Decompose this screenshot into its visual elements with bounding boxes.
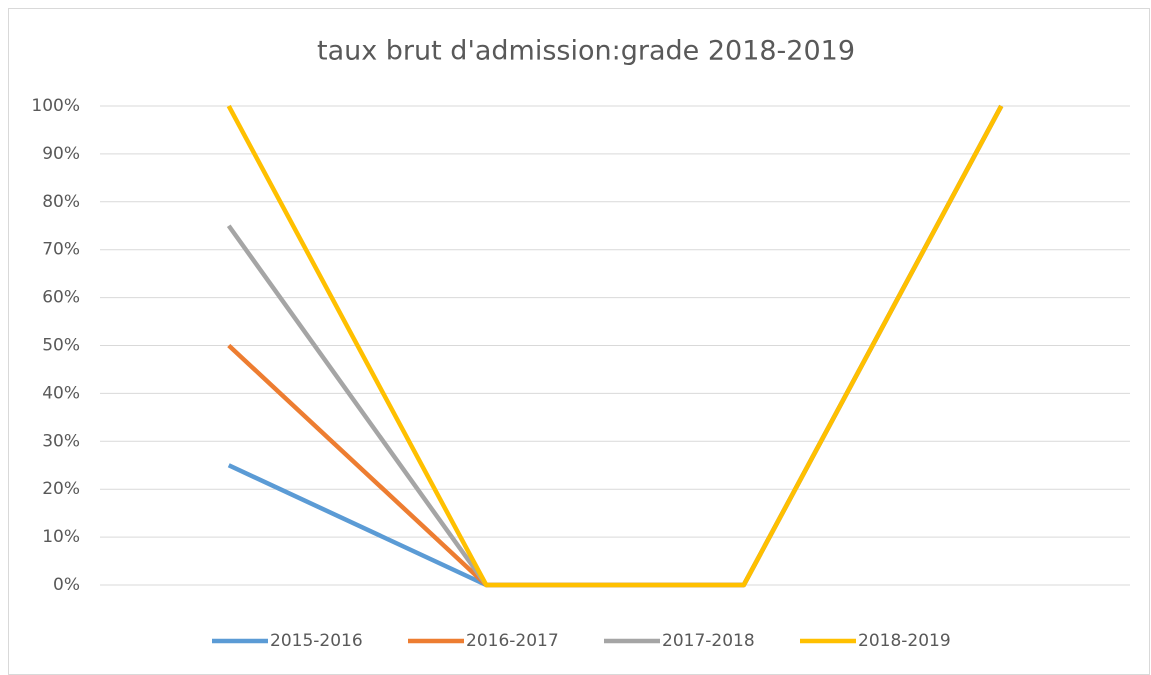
y-tick-label: 20% [42, 479, 80, 499]
y-tick-label: 60% [42, 288, 80, 308]
chart-title: taux brut d'admission:grade 2018-2019 [317, 36, 855, 67]
legend-label: 2015-2016 [270, 631, 363, 651]
legend-label: 2017-2018 [662, 631, 755, 651]
y-tick-label: 10% [42, 527, 80, 547]
y-tick-label: 100% [31, 96, 80, 116]
y-tick-label: 70% [42, 240, 80, 260]
y-tick-label: 50% [42, 336, 80, 356]
line-series [226, 104, 1004, 588]
y-tick-label: 90% [42, 144, 80, 164]
y-tick-label: 30% [42, 431, 80, 451]
chart-frame [8, 8, 1150, 675]
legend-label: 2018-2019 [858, 631, 951, 651]
legend-label: 2016-2017 [466, 631, 559, 651]
y-tick-label: 0% [53, 575, 80, 595]
y-tick-label: 80% [42, 192, 80, 212]
y-tick-label: 40% [42, 383, 80, 403]
